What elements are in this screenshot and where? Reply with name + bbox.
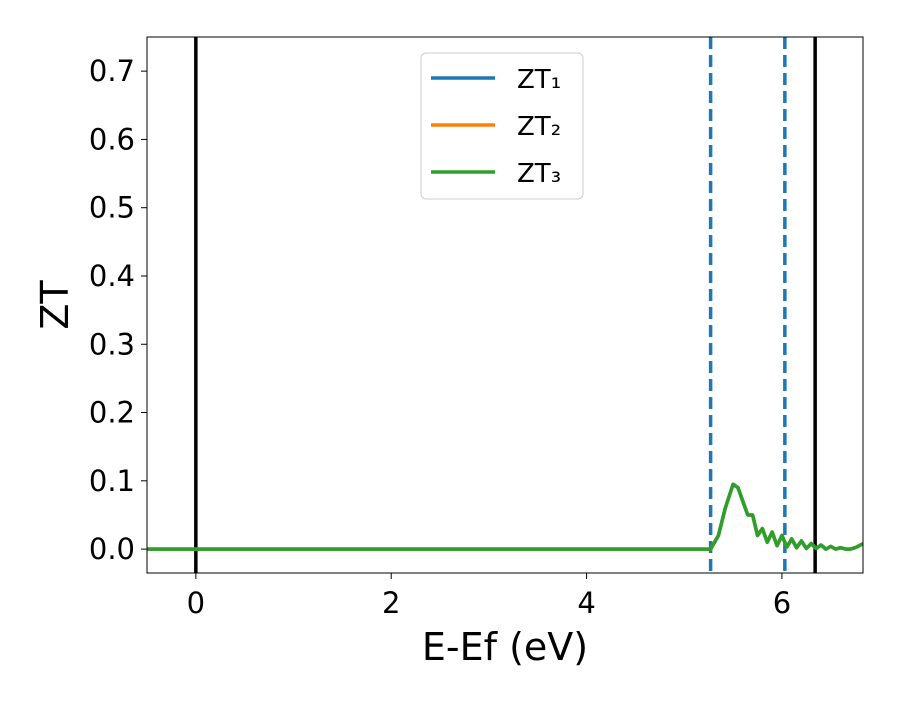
y-tick-label: 0.2 xyxy=(89,396,135,430)
x-tick-label: 2 xyxy=(382,586,400,620)
series-line xyxy=(147,482,863,551)
x-tick-label: 0 xyxy=(187,586,205,620)
x-tick-label: 4 xyxy=(577,586,595,620)
x-tick-label: 6 xyxy=(773,586,791,620)
legend-label: ZT₁ xyxy=(517,65,561,95)
y-tick-label: 0.3 xyxy=(89,327,135,361)
y-tick-label: 0.4 xyxy=(89,259,135,293)
legend-box xyxy=(420,52,584,200)
legend-label: ZT₃ xyxy=(517,159,561,189)
y-tick-label: 0.5 xyxy=(89,191,135,225)
y-axis-label: ZT xyxy=(33,280,77,330)
y-tick-label: 0.1 xyxy=(89,464,135,498)
legend-label: ZT₂ xyxy=(517,112,561,142)
y-tick-label: 0.0 xyxy=(89,532,135,566)
plot-area xyxy=(147,37,863,573)
y-tick-label: 0.6 xyxy=(89,122,135,156)
y-tick-label: 0.7 xyxy=(89,54,135,88)
x-axis-label: E-Ef (eV) xyxy=(422,625,588,669)
plot-frame xyxy=(146,36,864,574)
